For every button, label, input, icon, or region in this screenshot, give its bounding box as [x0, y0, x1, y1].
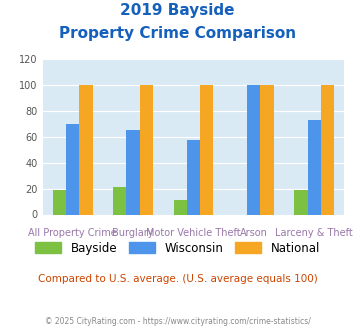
Bar [140, 85, 153, 214]
Bar [294, 190, 307, 214]
Text: Larceny & Theft: Larceny & Theft [275, 228, 353, 238]
Bar [200, 85, 213, 214]
Text: All Property Crime: All Property Crime [28, 228, 117, 238]
Text: Motor Vehicle Theft: Motor Vehicle Theft [146, 228, 241, 238]
Bar [126, 130, 140, 214]
Bar [53, 190, 66, 214]
Text: Compared to U.S. average. (U.S. average equals 100): Compared to U.S. average. (U.S. average … [38, 274, 317, 284]
Bar [247, 85, 261, 214]
Bar [321, 85, 334, 214]
Legend: Bayside, Wisconsin, National: Bayside, Wisconsin, National [35, 242, 320, 255]
Text: Arson: Arson [240, 228, 268, 238]
Bar [66, 124, 80, 214]
Text: Property Crime Comparison: Property Crime Comparison [59, 26, 296, 41]
Bar [113, 187, 126, 214]
Bar [174, 200, 187, 214]
Bar [187, 140, 200, 214]
Text: © 2025 CityRating.com - https://www.cityrating.com/crime-statistics/: © 2025 CityRating.com - https://www.city… [45, 317, 310, 326]
Bar [307, 120, 321, 214]
Bar [261, 85, 274, 214]
Bar [80, 85, 93, 214]
Text: 2019 Bayside: 2019 Bayside [120, 3, 235, 18]
Text: Burglary: Burglary [113, 228, 154, 238]
